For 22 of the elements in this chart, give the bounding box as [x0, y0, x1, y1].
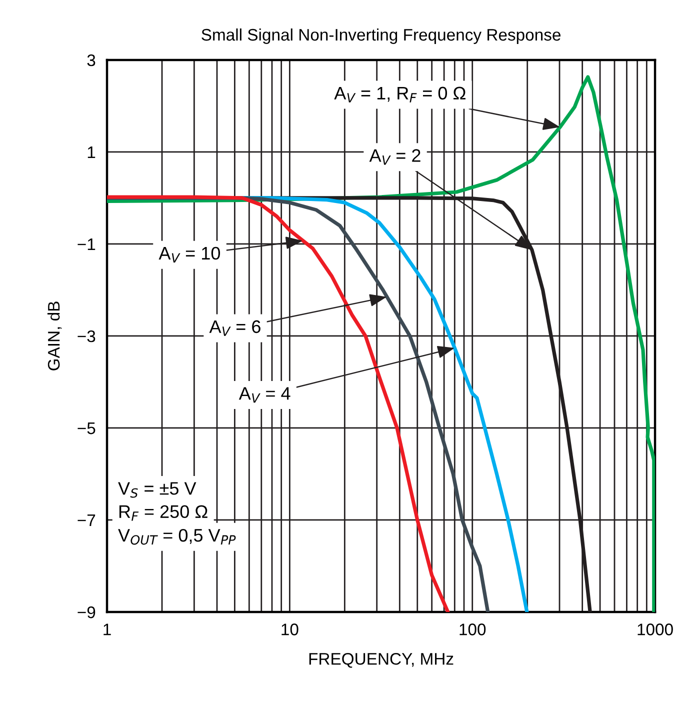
- annotation: A$_{V}$ = 2: [369, 149, 420, 165]
- x-tick-label: 10: [282, 624, 298, 636]
- x-tick-label: 1000: [638, 624, 673, 636]
- x-axis-title: FREQUENCY, MHz: [309, 652, 454, 668]
- y-tick-label: −5: [78, 422, 96, 434]
- chart-title: Small Signal Non-Inverting Frequency Response: [202, 28, 560, 44]
- annotation: A$_{V}$ = 1, R$_{F}$ = 0 Ω: [334, 86, 466, 102]
- y-tick-label: −3: [78, 330, 96, 342]
- annotation: A$_{V}$ = 10: [158, 246, 220, 262]
- y-tick-label: 1: [88, 146, 96, 158]
- y-tick-label: 3: [87, 54, 96, 66]
- annotation: R$_{F}$ = 250 Ω: [119, 505, 208, 521]
- annotation: A$_{V}$ = 4: [238, 387, 290, 403]
- annotation: A$_{V}$ = 6: [209, 320, 260, 336]
- y-tick-label: −1: [78, 238, 96, 250]
- y-tick-label: −9: [78, 606, 96, 618]
- y-axis-title: GAIN, dB: [47, 302, 62, 370]
- x-tick-label: 100: [460, 624, 486, 636]
- annotation: V$_{OUT}$ = 0,5 V$_{PP}$: [118, 528, 236, 545]
- annotation: V$_{S}$ = ±5 V: [118, 482, 196, 498]
- y-tick-label: −7: [78, 514, 96, 526]
- x-tick-label: 1: [104, 624, 111, 636]
